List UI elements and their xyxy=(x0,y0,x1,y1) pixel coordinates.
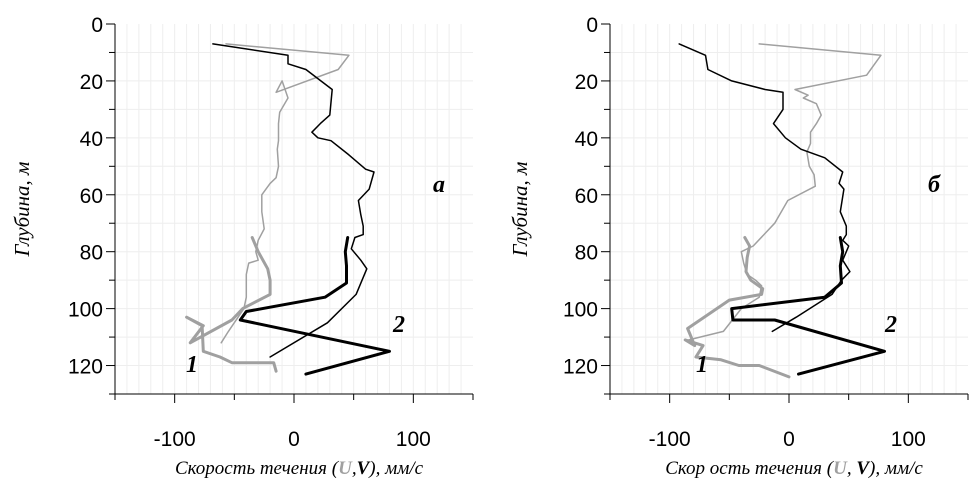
x-axis-label-suffix: ), мм/с xyxy=(868,458,923,479)
y-tick-label: 120 xyxy=(563,356,598,379)
y-tick-label: 80 xyxy=(575,242,598,265)
y-tick-label: 120 xyxy=(68,356,103,379)
y-tick-labels: 0 20 40 60 80 100 120 xyxy=(68,14,103,379)
series-line-2 xyxy=(678,43,851,333)
chart-panel-b: 0 20 40 60 80 100 120 -100 0 100 Глубина… xyxy=(508,14,969,479)
y-tick-label: 0 xyxy=(91,14,103,37)
grid xyxy=(610,24,968,395)
x-tick-label: 100 xyxy=(891,428,926,451)
y-tick-label: 100 xyxy=(68,299,103,322)
x-axis-label-prefix: Скор ость течения ( xyxy=(665,458,835,479)
series-line-2 xyxy=(212,43,375,358)
panel-label: а xyxy=(433,172,445,198)
x-tick-label: 0 xyxy=(288,428,300,451)
x-axis-label-suffix: ), мм/с xyxy=(368,458,423,479)
axes xyxy=(106,23,474,403)
series-label-2: 2 xyxy=(884,312,897,338)
x-tick-label: 100 xyxy=(396,428,431,451)
x-tick-label: 0 xyxy=(783,428,795,451)
x-axis-label: Скорость течения (U,V), мм/с xyxy=(175,458,424,479)
y-axis-label: Глубина, м xyxy=(10,162,34,258)
chart-panel-a: 0 20 40 60 80 100 120 -100 0 100 Глубина… xyxy=(10,14,474,479)
x-axis-label-v: V xyxy=(357,458,371,479)
x-tick-labels: -100 0 100 xyxy=(649,428,926,451)
y-tick-label: 20 xyxy=(80,71,103,94)
axes xyxy=(601,23,969,403)
y-tick-label: 100 xyxy=(563,299,598,322)
series-layer xyxy=(185,43,391,376)
y-tick-label: 40 xyxy=(80,128,103,151)
x-axis-label: Скор ость течения (U, V), мм/с xyxy=(665,458,923,479)
y-tick-label: 80 xyxy=(80,242,103,265)
series-line-4 xyxy=(238,236,391,376)
series-line-3 xyxy=(185,236,278,373)
x-axis-label-u: U xyxy=(338,458,353,479)
panel-label: б xyxy=(928,172,941,198)
series-label-1: 1 xyxy=(186,352,198,378)
y-axis-label: Глубина, м xyxy=(508,162,532,258)
y-tick-labels: 0 20 40 60 80 100 120 xyxy=(563,14,598,379)
x-axis-label-v: V xyxy=(856,458,870,479)
series-label-2: 2 xyxy=(392,312,405,338)
series-line-4 xyxy=(730,236,886,376)
series-label-1: 1 xyxy=(696,352,708,378)
x-axis-label-u: U xyxy=(833,458,848,479)
x-tick-labels: -100 0 100 xyxy=(154,428,431,451)
y-tick-label: 60 xyxy=(80,185,103,208)
y-tick-label: 60 xyxy=(575,185,598,208)
x-axis-label-prefix: Скорость течения ( xyxy=(175,458,340,479)
x-axis-label-comma: , xyxy=(847,458,857,479)
y-tick-label: 40 xyxy=(575,128,598,151)
series-line-1 xyxy=(688,43,882,341)
grid xyxy=(115,24,473,395)
series-layer xyxy=(678,43,886,379)
x-tick-label: -100 xyxy=(154,428,196,451)
series-line-1 xyxy=(220,43,350,344)
x-tick-label: -100 xyxy=(649,428,691,451)
y-tick-label: 20 xyxy=(575,71,598,94)
x-axis-label-comma: , xyxy=(352,458,357,479)
series-line-3 xyxy=(683,236,791,379)
y-tick-label: 0 xyxy=(586,14,598,37)
